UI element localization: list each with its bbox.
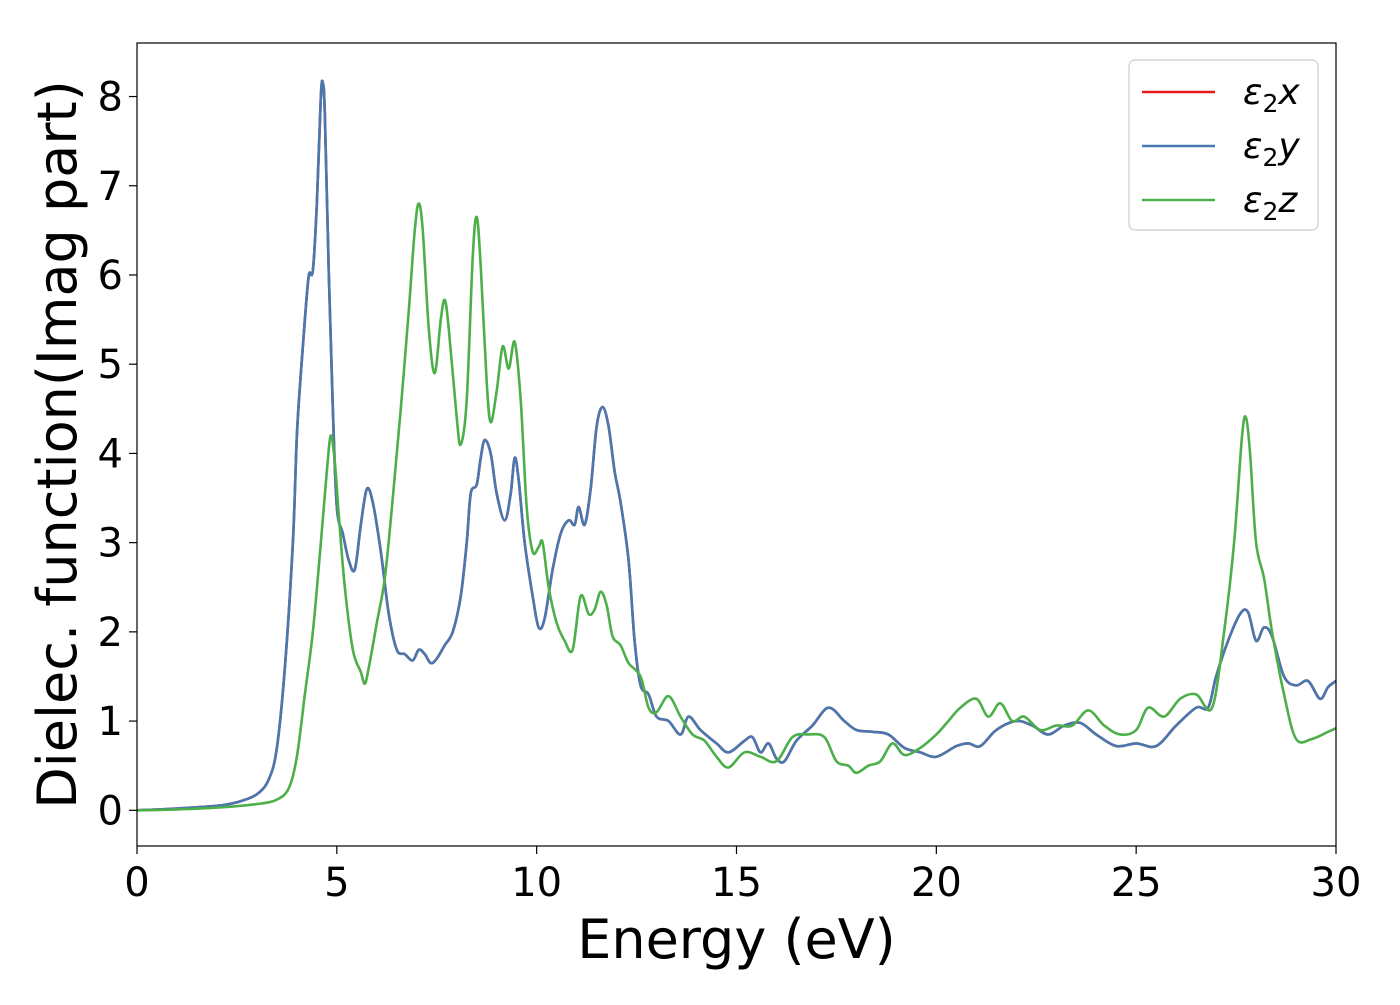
series-line-z xyxy=(137,202,1336,812)
series-layer xyxy=(137,79,1336,812)
y-axis: 0 1 2 3 4 5 6 7 8 xyxy=(98,75,137,834)
x-axis-label: Energy (eV) xyxy=(577,908,896,971)
y-tick-label: 7 xyxy=(98,164,123,210)
y-tick-label: 0 xyxy=(98,788,123,834)
x-tick-label: 5 xyxy=(324,860,349,906)
x-tick-label: 0 xyxy=(124,860,149,906)
y-tick-label: 1 xyxy=(98,699,123,745)
y-tick-label: 6 xyxy=(98,253,123,299)
x-tick-label: 20 xyxy=(911,860,962,906)
y-tick-label: 2 xyxy=(98,610,123,656)
legend-box xyxy=(1128,59,1319,231)
x-tick-label: 30 xyxy=(1311,860,1362,906)
y-tick-label: 8 xyxy=(98,75,123,121)
x-tick-label: 15 xyxy=(711,860,762,906)
legend-entry-y: ε2y xyxy=(1243,126,1300,172)
y-tick-label: 3 xyxy=(98,521,123,567)
legend: ε2x ε2y ε2z xyxy=(1128,59,1319,231)
legend-entry-x: ε2x xyxy=(1243,72,1300,118)
y-axis-label: Dielec. function(Imag part) xyxy=(26,80,89,809)
series-line-y xyxy=(137,79,1336,812)
y-tick-label: 5 xyxy=(98,342,123,388)
x-tick-label: 25 xyxy=(1111,860,1162,906)
x-axis: 0 5 10 15 20 25 30 xyxy=(124,846,1361,906)
y-tick-label: 4 xyxy=(98,431,123,477)
legend-entry-z: ε2z xyxy=(1243,180,1298,226)
x-tick-label: 10 xyxy=(511,860,562,906)
